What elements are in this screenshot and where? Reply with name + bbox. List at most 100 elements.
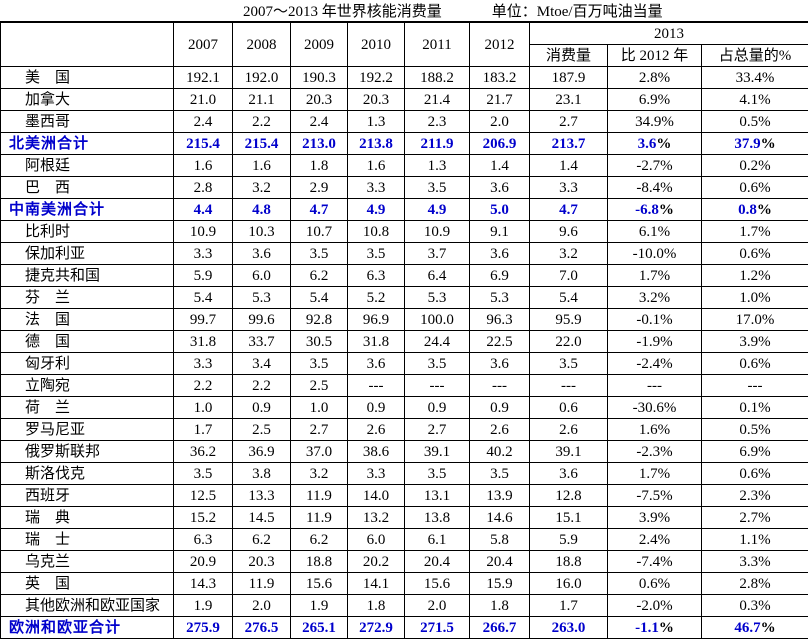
table-cell: -6.8% [608, 199, 702, 221]
table-cell: 11.9 [291, 507, 348, 529]
table-cell: 12.8 [530, 485, 608, 507]
table-cell: 10.9 [405, 221, 470, 243]
table-cell: 3.9% [608, 507, 702, 529]
table-cell: 0.5% [702, 419, 808, 441]
table-cell: 3.2 [530, 243, 608, 265]
table-cell: 3.2% [608, 287, 702, 309]
table-cell: -2.0% [608, 595, 702, 617]
table-cell: 192.1 [174, 67, 233, 89]
table-cell: 187.9 [530, 67, 608, 89]
table-cell: 3.8 [233, 463, 291, 485]
col-header-2010: 2010 [348, 22, 405, 67]
table-cell: 2.7 [530, 111, 608, 133]
document-header: 2007～2013 年世界核能消费量 单位：Mtoe/百万吨油当量 [0, 0, 808, 21]
table-cell: 9.6 [530, 221, 608, 243]
table-cell: 9.1 [470, 221, 530, 243]
table-cell: 5.3 [405, 287, 470, 309]
table-cell: -10.0% [608, 243, 702, 265]
table-cell: 5.4 [530, 287, 608, 309]
table-cell: 192.0 [233, 67, 291, 89]
table-cell: 5.9 [530, 529, 608, 551]
table-cell: 30.5 [291, 331, 348, 353]
table-cell: 39.1 [530, 441, 608, 463]
table-cell: 272.9 [348, 617, 405, 639]
table-cell: 2.2 [174, 375, 233, 397]
table-cell: 20.9 [174, 551, 233, 573]
table-cell: 95.9 [530, 309, 608, 331]
table-cell: 0.6% [702, 177, 808, 199]
col-header-2011: 2011 [405, 22, 470, 67]
table-cell: 2.0 [470, 111, 530, 133]
table-cell: 3.3 [174, 353, 233, 375]
table-cell: 1.1% [702, 529, 808, 551]
table-cell: 99.7 [174, 309, 233, 331]
corner-cell [1, 22, 174, 67]
table-cell: 15.1 [530, 507, 608, 529]
table-cell: 1.8 [470, 595, 530, 617]
table-cell: 18.8 [291, 551, 348, 573]
row-label: 德 国 [1, 331, 174, 353]
table-cell: 215.4 [233, 133, 291, 155]
table-cell: 14.5 [233, 507, 291, 529]
row-label: 中南美洲合计 [1, 199, 174, 221]
table-cell: 1.0 [291, 397, 348, 419]
table-cell: 183.2 [470, 67, 530, 89]
table-header: 2007 2008 2009 2010 2011 2012 2013 消费量 比… [1, 22, 808, 67]
table-cell: 3.5 [530, 353, 608, 375]
table-cell: 3.7 [405, 243, 470, 265]
table-cell: 0.5% [702, 111, 808, 133]
table-cell: 275.9 [174, 617, 233, 639]
table-cell: 21.7 [470, 89, 530, 111]
table-cell: 2.2 [233, 375, 291, 397]
row-label: 立陶宛 [1, 375, 174, 397]
table-cell: 1.4 [470, 155, 530, 177]
table-cell: 0.8% [702, 199, 808, 221]
table-cell: 3.6 [470, 353, 530, 375]
table-cell: 2.7 [405, 419, 470, 441]
table-cell: 14.1 [348, 573, 405, 595]
table-cell: 3.6 [348, 353, 405, 375]
row-label: 荷 兰 [1, 397, 174, 419]
table-cell: 4.7 [291, 199, 348, 221]
table-cell: 213.8 [348, 133, 405, 155]
table-cell: 1.8 [348, 595, 405, 617]
table-cell: 1.6 [348, 155, 405, 177]
table-cell: 4.4 [174, 199, 233, 221]
table-cell: 3.5 [405, 463, 470, 485]
table-cell: 3.4 [233, 353, 291, 375]
row-label: 欧洲和欧亚合计 [1, 617, 174, 639]
table-cell: 20.2 [348, 551, 405, 573]
table-cell: 3.5 [291, 353, 348, 375]
table-cell: 215.4 [174, 133, 233, 155]
table-cell: 5.8 [470, 529, 530, 551]
table-cell: -2.3% [608, 441, 702, 463]
table-cell: 3.3 [174, 243, 233, 265]
table-cell: 188.2 [405, 67, 470, 89]
table-cell: 0.9 [470, 397, 530, 419]
table-cell: 2.7% [702, 507, 808, 529]
row-label: 瑞 士 [1, 529, 174, 551]
table-cell: 5.4 [291, 287, 348, 309]
table-cell: 36.9 [233, 441, 291, 463]
table-cell: -30.6% [608, 397, 702, 419]
table-cell: 3.5 [405, 177, 470, 199]
table-cell: 1.0% [702, 287, 808, 309]
table-cell: 10.8 [348, 221, 405, 243]
table-cell: 13.1 [405, 485, 470, 507]
table-cell: 23.1 [530, 89, 608, 111]
row-label: 加拿大 [1, 89, 174, 111]
table-cell: 3.6 [233, 243, 291, 265]
table-cell: 6.1 [405, 529, 470, 551]
table-cell: 2.0 [405, 595, 470, 617]
col-header-2007: 2007 [174, 22, 233, 67]
row-label: 北美洲合计 [1, 133, 174, 155]
